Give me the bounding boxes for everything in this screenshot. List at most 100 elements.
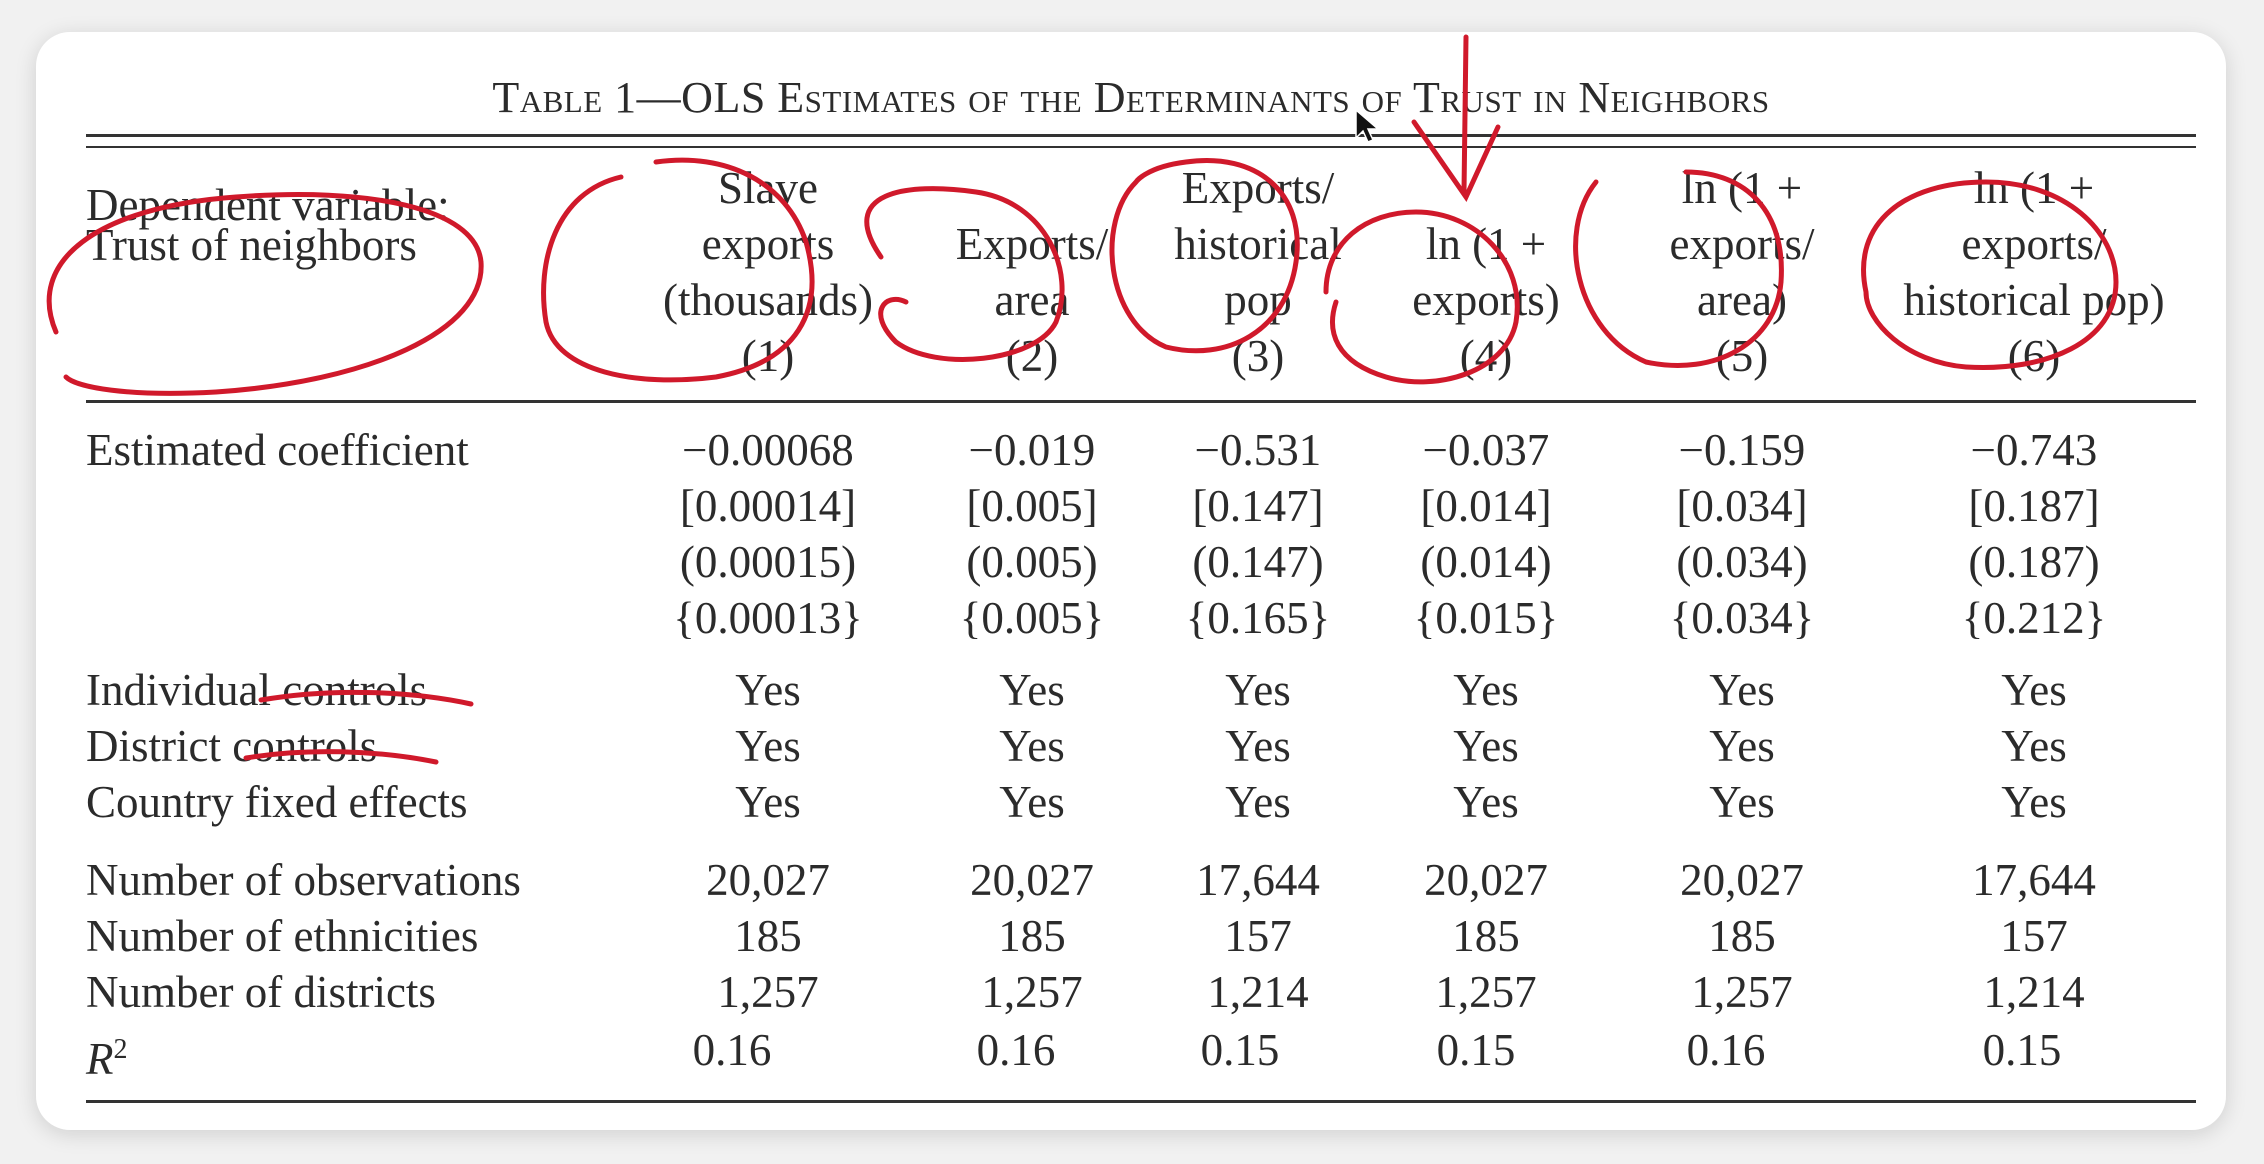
coef-cell: (0.00015) — [679, 537, 857, 587]
coef-cell: {0.00013} — [673, 593, 863, 643]
column-number: (4) — [1459, 331, 1513, 381]
r2-symbol: R — [86, 1034, 114, 1084]
column-header-line: pop — [1224, 275, 1292, 325]
stat-cell: 20,027 — [1680, 855, 1804, 905]
coef-cell: (0.147) — [1192, 537, 1324, 587]
coef-cell: [0.00014] — [679, 481, 857, 531]
paper-page: Table 1—OLS Estimates of the Determinant… — [36, 32, 2226, 1130]
column-header-line: ln (1 + — [1681, 163, 1803, 213]
column-header-5: ln (1 + exports/area) (5) — [1670, 160, 1815, 410]
control-cell: Yes — [2001, 665, 2067, 715]
coef-cell: {0.212} — [1961, 593, 2107, 643]
column-number: (5) — [1715, 331, 1769, 381]
coef-cell: −0.743 — [1970, 425, 2098, 475]
coef-cell: [0.005] — [966, 481, 1098, 531]
stat-cell: 1,257 — [981, 967, 1083, 1017]
coef-cell: {0.165} — [1185, 593, 1331, 643]
column-header-line: area — [994, 275, 1070, 325]
row-label-r2: R2 — [86, 1022, 128, 1087]
column-header-line: exports — [701, 219, 835, 269]
stat-cell: 1,257 — [1691, 967, 1793, 1017]
coef-cell: −0.531 — [1194, 425, 1322, 475]
column-header-line: historical pop) — [1903, 275, 2165, 325]
column-number: (2) — [1005, 331, 1059, 381]
stat-cell: 20,027 — [1424, 855, 1548, 905]
coef-cell: [0.014] — [1420, 481, 1552, 531]
stat-cell: 17,644 — [1196, 855, 1320, 905]
coef-cell: [0.147] — [1192, 481, 1324, 531]
row-label-control: Country fixed effects — [86, 777, 468, 827]
coef-cell: −0.037 — [1422, 425, 1550, 475]
column-header-line: ln (1 + — [1425, 219, 1547, 269]
row-label-stat: Number of observations — [86, 855, 521, 905]
column-number: (3) — [1231, 331, 1285, 381]
column-header-line: Exports/ — [955, 219, 1109, 269]
stat-cell: 1,257 — [1435, 967, 1537, 1017]
coef-cell: {0.015} — [1413, 593, 1559, 643]
coef-cell: {0.005} — [959, 593, 1105, 643]
mouse-cursor-icon — [1355, 108, 1380, 143]
column-header-line: Exports/ — [1181, 163, 1335, 213]
column-header-6: ln (1 + exports/historical pop) (6) — [1903, 160, 2164, 410]
row-label-stat: Number of districts — [86, 967, 436, 1017]
header-rule — [86, 400, 2196, 403]
bottom-rule — [86, 1100, 2196, 1103]
control-cell: Yes — [2001, 721, 2067, 771]
control-cell: Yes — [1453, 721, 1519, 771]
control-cell: Yes — [1709, 665, 1775, 715]
stat-cell: 157 — [2000, 911, 2068, 961]
column-header-line: (thousands) — [663, 275, 873, 325]
control-cell: Yes — [1453, 777, 1519, 827]
coef-cell: (0.005) — [966, 537, 1098, 587]
stat-cell: 185 — [998, 911, 1066, 961]
stat-cell: 1,214 — [1207, 967, 1309, 1017]
coef-cell: −0.019 — [968, 425, 1096, 475]
coef-cell: [0.187] — [1968, 481, 2100, 531]
top-rule-2 — [86, 146, 2196, 148]
control-cell: Yes — [735, 721, 801, 771]
control-cell: Yes — [1225, 721, 1291, 771]
stat-cell: 185 — [734, 911, 802, 961]
row-label-control: District controls — [86, 721, 378, 771]
table-title: Table 1—OLS Estimates of the Determinant… — [492, 73, 1770, 122]
column-header-line: historical — [1174, 219, 1342, 269]
column-header-1: Slave exports (thousands) (1) — [663, 160, 873, 410]
coef-cell: −0.159 — [1678, 425, 1806, 475]
stat-cell: 185 — [1708, 911, 1776, 961]
control-cell: Yes — [735, 777, 801, 827]
column-header-line: ln (1 + — [1973, 163, 2095, 213]
r2-cell: 0.15 — [1982, 1025, 2062, 1075]
stat-cell: 1,214 — [1983, 967, 2085, 1017]
r2-cell: 0.16 — [692, 1025, 772, 1075]
r2-cell: 0.15 — [1436, 1025, 1516, 1075]
coef-cell: −0.00068 — [682, 425, 854, 475]
row-label-stat: Number of ethnicities — [86, 911, 479, 961]
column-header-line: exports) — [1412, 275, 1560, 325]
column-number: (6) — [2007, 331, 2061, 381]
r2-cell: 0.15 — [1200, 1025, 1280, 1075]
header-spacer — [1480, 160, 1491, 216]
row-label-coefficient: Estimated coefficient — [86, 425, 469, 475]
control-cell: Yes — [1225, 665, 1291, 715]
top-rule — [86, 134, 2196, 137]
column-header-3: Exports/historical pop (3) — [1174, 160, 1341, 410]
stat-cell: 185 — [1452, 911, 1520, 961]
stat-cell: 20,027 — [706, 855, 830, 905]
control-cell: Yes — [735, 665, 801, 715]
stub-header-line2: Trust of neighbors — [86, 220, 417, 270]
control-cell: Yes — [1709, 721, 1775, 771]
control-cell: Yes — [1709, 777, 1775, 827]
coef-cell: (0.014) — [1420, 537, 1552, 587]
stat-cell: 17,644 — [1972, 855, 2096, 905]
column-header-2: Exports/area (2) — [956, 160, 1109, 410]
row-label-control: Individual controls — [86, 665, 428, 715]
coef-cell: (0.187) — [1968, 537, 2100, 587]
header-spacer — [1026, 160, 1037, 216]
column-header-line: exports/ — [1961, 219, 2107, 269]
stat-cell: 1,257 — [717, 967, 819, 1017]
column-header-line: Slave — [718, 163, 818, 213]
control-cell: Yes — [2001, 777, 2067, 827]
coef-cell: [0.034] — [1676, 481, 1808, 531]
control-cell: Yes — [1453, 665, 1519, 715]
column-header-line: area) — [1697, 275, 1787, 325]
